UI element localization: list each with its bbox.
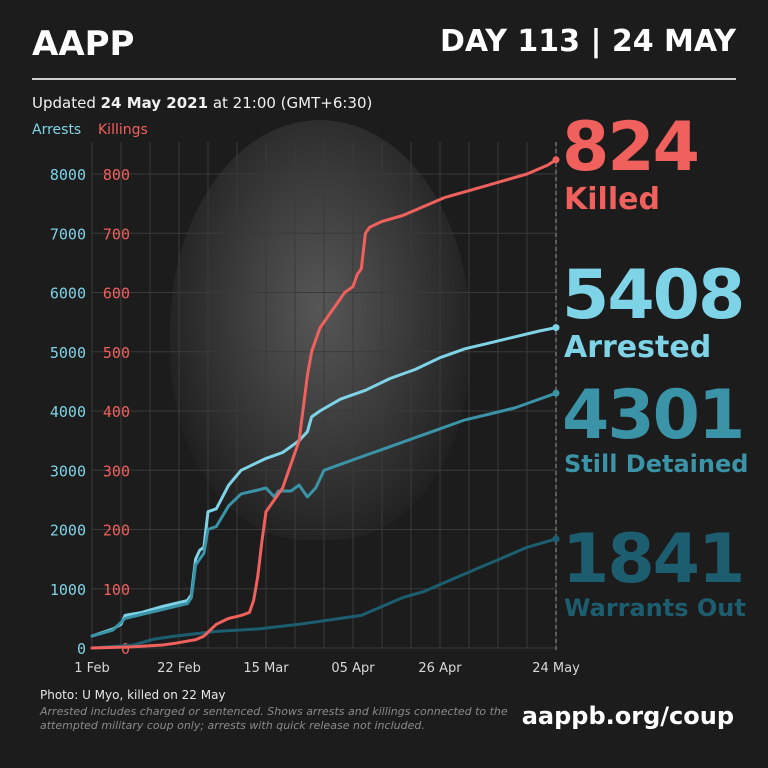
series-end-point <box>552 389 560 397</box>
y-tick-label-arrests: 4000 <box>50 403 86 421</box>
series-line-still-detained <box>90 391 558 638</box>
detained-label: Still Detained <box>564 450 749 478</box>
y-tick-label-arrests: 3000 <box>50 462 86 480</box>
y-tick-label-arrests: 8000 <box>50 166 86 184</box>
y-tick-label-killings: 800 <box>103 166 130 184</box>
x-tick-label: 24 May <box>532 661 580 676</box>
warrants-label: Warrants Out <box>564 594 746 622</box>
detained-count: 4301 <box>562 376 745 455</box>
y-tick-label-killings: 700 <box>103 225 130 243</box>
y-tick-label-arrests: 1000 <box>50 581 86 599</box>
x-tick-label: 26 Apr <box>418 661 462 676</box>
y-tick-label-arrests: 5000 <box>50 344 86 362</box>
series-line-arrests <box>90 326 558 638</box>
legend-arrests: Arrests <box>32 122 82 138</box>
series-end-point <box>552 324 560 332</box>
y-tick-label-killings: 0 <box>121 640 130 658</box>
y-tick-label-arrests: 2000 <box>50 522 86 540</box>
header-divider <box>32 78 736 80</box>
y-tick-label-arrests: 0 <box>77 640 86 658</box>
x-tick-label: 15 Mar <box>243 661 289 676</box>
y-tick-label-killings: 200 <box>103 522 130 540</box>
updated-timestamp: Updated 24 May 2021 at 21:00 (GMT+6:30) <box>32 94 373 112</box>
y-tick-label-killings: 300 <box>103 462 130 480</box>
arrested-label: Arrested <box>564 330 712 365</box>
x-tick-label: 1 Feb <box>74 661 109 676</box>
y-tick-label-arrests: 7000 <box>50 225 86 243</box>
legend-killings: Killings <box>98 122 148 138</box>
x-tick-label: 05 Apr <box>331 661 375 676</box>
arrested-count: 5408 <box>562 256 745 335</box>
y-tick-label-killings: 100 <box>103 581 130 599</box>
x-tick-label: 22 Feb <box>157 661 201 676</box>
y-tick-label-killings: 600 <box>103 285 130 303</box>
warrants-count: 1841 <box>562 520 745 599</box>
series-end-point <box>552 535 560 543</box>
killed-count: 824 <box>562 108 700 187</box>
y-tick-label-killings: 500 <box>103 344 130 362</box>
series-line-warrants-out <box>90 537 558 650</box>
killed-label: Killed <box>564 182 660 217</box>
y-tick-label-killings: 400 <box>103 403 130 421</box>
series-end-point <box>552 156 560 164</box>
day-date-heading: DAY 113 | 24 MAY <box>439 24 736 59</box>
footnote: Arrested includes charged or sentenced. … <box>40 705 508 732</box>
photo-credit: Photo: U Myo, killed on 22 May <box>40 688 226 702</box>
website-url: aappb.org/coup <box>521 702 734 730</box>
series-line-killings <box>90 158 558 650</box>
logo: AAPP <box>32 24 135 64</box>
y-tick-label-arrests: 6000 <box>50 285 86 303</box>
